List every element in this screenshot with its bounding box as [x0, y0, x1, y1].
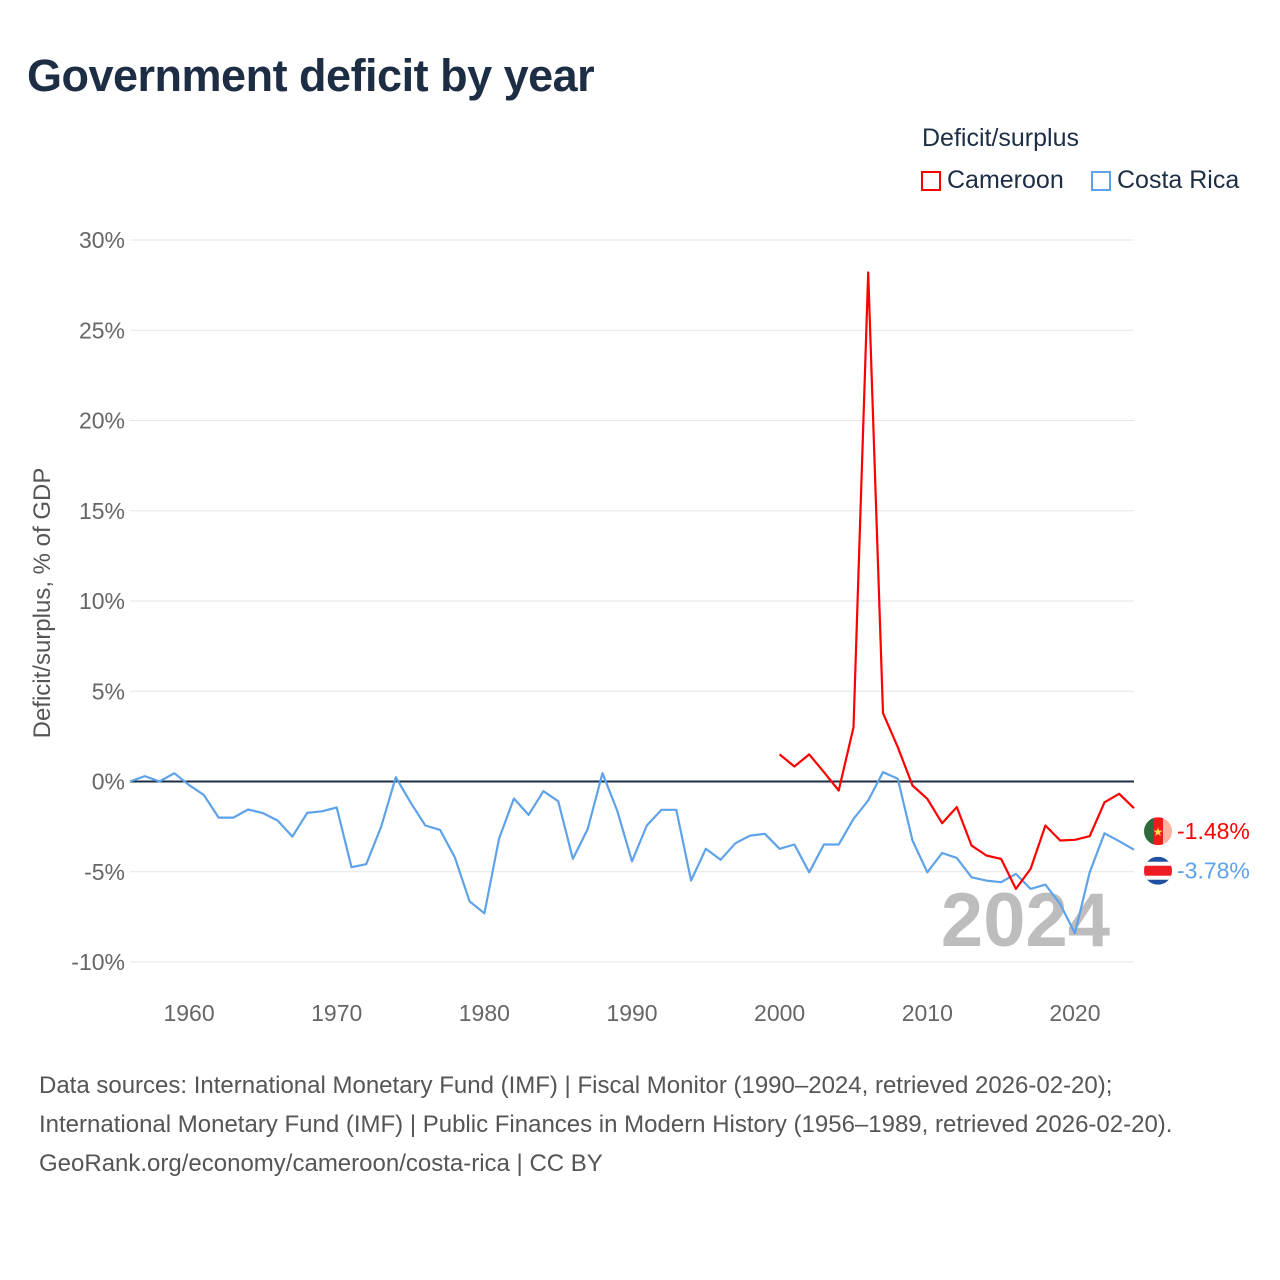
x-tick-label: 2010 — [902, 1000, 953, 1026]
series-line-costa-rica — [129, 770, 1135, 935]
legend-label: Cameroon — [947, 166, 1064, 194]
y-tick-label: 25% — [79, 317, 125, 343]
y-tick-label: -10% — [71, 949, 125, 975]
sources-note: Data sources: International Monetary Fun… — [39, 1066, 1239, 1183]
series-line-cameroon — [778, 271, 1135, 891]
y-tick-label: 30% — [79, 227, 125, 253]
x-tick-label: 1990 — [606, 1000, 657, 1026]
x-tick-label: 1960 — [163, 1000, 214, 1026]
y-tick-label: 0% — [92, 769, 125, 795]
y-axis-label: Deficit/surplus, % of GDP — [29, 468, 56, 739]
flag-stripe — [1144, 865, 1172, 876]
cameroon-flag-icon: ★ — [1144, 817, 1172, 846]
end-label-cameroon: -1.48% — [1177, 818, 1250, 844]
legend-title: Deficit/surplus — [922, 124, 1079, 152]
costa-rica-flag-icon — [1144, 856, 1172, 885]
x-tick-label: 2020 — [1049, 1000, 1100, 1026]
flag-star: ★ — [1153, 825, 1164, 839]
y-tick-label: -5% — [84, 859, 125, 885]
legend-swatch-cameroon — [921, 170, 941, 191]
data-sources: Data sources: International Monetary Fun… — [39, 1072, 1173, 1138]
line-chart: -10% -5% 0% 5% 10% 15% 20% 25% 30% 1960 1970 1980 1… — [29, 227, 1250, 1026]
legend-item-cameroon[interactable]: Cameroon — [921, 166, 1064, 195]
year-watermark: 2024 — [941, 878, 1110, 963]
y-tick-label: 20% — [79, 408, 125, 434]
x-tick-label: 1970 — [311, 1000, 362, 1026]
y-tick-label: 15% — [79, 498, 125, 524]
legend-item-costa-rica[interactable]: Costa Rica — [1091, 166, 1239, 195]
x-tick-label: 1980 — [459, 1000, 510, 1026]
y-tick-label: 5% — [92, 678, 125, 704]
chart-title: Government deficit by year — [27, 50, 595, 101]
y-tick-label: 10% — [79, 588, 125, 614]
x-tick-label: 2000 — [754, 1000, 805, 1026]
attribution-link[interactable]: GeoRank.org/economy/cameroon/costa-rica … — [39, 1150, 603, 1177]
flag-group: ★ — [1144, 817, 1172, 846]
legend-swatch-costa-rica — [1091, 170, 1111, 191]
flag-stripe — [1163, 817, 1172, 846]
flag-stripe — [1154, 817, 1163, 846]
end-label-costa-rica: -3.78% — [1177, 858, 1250, 884]
legend-label: Costa Rica — [1117, 166, 1240, 194]
flag-stripe — [1144, 817, 1154, 846]
